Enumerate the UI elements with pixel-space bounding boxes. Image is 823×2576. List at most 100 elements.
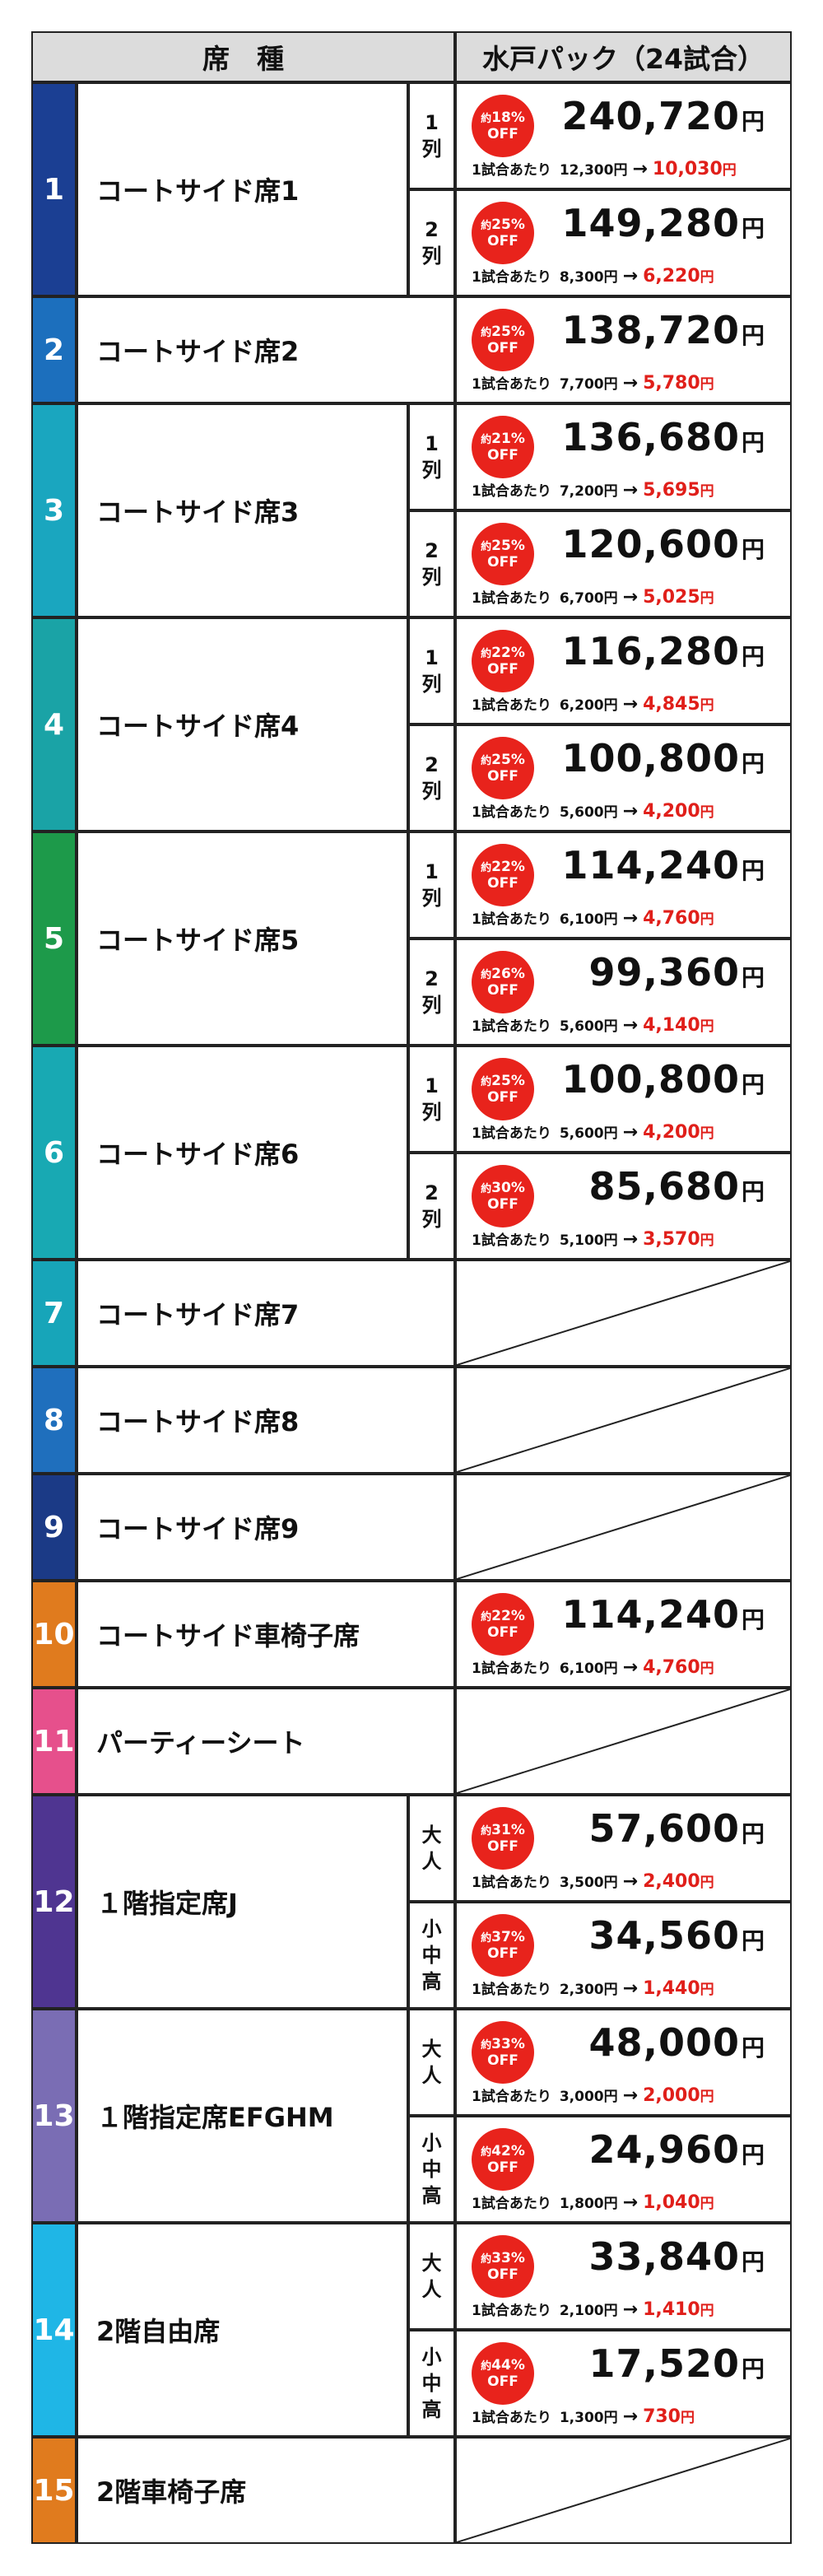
price-cell: 約22% OFF 114,240円 1試合あたり 6,100円 → 4,760円 xyxy=(455,1581,792,1688)
seat-number-1: 1 xyxy=(31,82,77,296)
percent-value: 22% xyxy=(491,858,525,875)
about-label: 約 xyxy=(481,1182,492,1195)
off-label: OFF xyxy=(487,2266,518,2283)
yen-unit: 円 xyxy=(603,2410,618,2426)
discount-badge: 約30% OFF xyxy=(472,1165,534,1227)
total-value: 17,520 xyxy=(588,2341,740,2386)
original-price: 6,100 xyxy=(559,911,604,928)
per-game-price: 1試合あたり 5,600円 → 4,140円 xyxy=(472,1014,714,1036)
yen-unit: 円 xyxy=(741,857,765,884)
about-label: 約 xyxy=(481,433,492,446)
price-cell: 約44% OFF 17,520円 1試合あたり 1,300円 → 730円 xyxy=(455,2330,792,2437)
original-price: 12,300 xyxy=(559,162,614,179)
row-type-label: 小 中 高 xyxy=(408,2330,455,2437)
yen-unit: 円 xyxy=(741,2141,765,2168)
total-value: 114,240 xyxy=(561,1592,740,1637)
off-label: OFF xyxy=(487,232,518,249)
seat-number-9: 9 xyxy=(31,1474,77,1581)
discounted-price: 5,695 xyxy=(643,480,700,501)
discounted-price: 4,760 xyxy=(643,1657,700,1678)
empty-price-cell xyxy=(455,1260,792,1367)
discounted-price: 2,400 xyxy=(643,1871,700,1892)
diagonal-slash-icon xyxy=(457,1475,790,1579)
row-type-label: 小 中 高 xyxy=(408,1902,455,2009)
discounted-price: 4,200 xyxy=(643,801,700,822)
yen-unit: 円 xyxy=(603,590,618,607)
off-label: OFF xyxy=(487,339,518,356)
total-value: 85,680 xyxy=(588,1164,740,1209)
seat-number-7: 7 xyxy=(31,1260,77,1367)
original-price: 7,200 xyxy=(559,483,604,500)
discount-badge: 約22% OFF xyxy=(472,630,534,692)
original-price: 6,700 xyxy=(559,590,604,607)
original-price: 1,800 xyxy=(559,2196,604,2212)
per-game-label: 1試合あたり xyxy=(472,376,551,393)
pack-total-price: 114,240円 xyxy=(561,843,765,887)
off-label: OFF xyxy=(487,1623,518,1641)
per-game-label: 1試合あたり xyxy=(472,2410,551,2426)
per-game-price: 1試合あたり 6,100円 → 4,760円 xyxy=(472,1656,714,1678)
pack-total-price: 17,520円 xyxy=(588,2341,765,2386)
discounted-price: 5,025 xyxy=(643,587,700,608)
discount-badge: 約42% OFF xyxy=(472,2128,534,2191)
seat-name-2: コートサイド席2 xyxy=(77,296,455,403)
original-price: 1,300 xyxy=(559,2410,604,2426)
header-seat-type: 席 種 xyxy=(31,31,455,82)
about-label: 約 xyxy=(481,1075,492,1088)
original-price: 5,600 xyxy=(559,804,604,821)
percent-value: 26% xyxy=(491,965,525,982)
off-label: OFF xyxy=(487,874,518,892)
price-cell: 約18% OFF 240,720円 1試合あたり 12,300円 → 10,030円 xyxy=(455,82,792,189)
arrow-icon: → xyxy=(632,159,648,179)
about-label: 約 xyxy=(481,2145,492,2159)
total-value: 136,680 xyxy=(561,415,740,459)
yen-unit: 円 xyxy=(741,1606,765,1633)
discount-badge: 約25% OFF xyxy=(472,202,534,264)
pack-total-price: 100,800円 xyxy=(561,736,765,780)
discount-badge: 約25% OFF xyxy=(472,737,534,799)
per-game-label: 1試合あたり xyxy=(472,1125,551,1142)
seat-number-11: 11 xyxy=(31,1688,77,1795)
row-type-label: 大 人 xyxy=(408,2223,455,2330)
discount-badge: 約18% OFF xyxy=(472,95,534,157)
original-price: 6,100 xyxy=(559,1661,604,1677)
pack-total-price: 100,800円 xyxy=(561,1057,765,1102)
discounted-price: 3,570 xyxy=(643,1229,700,1250)
yen-unit: 円 xyxy=(613,162,628,179)
total-value: 24,960 xyxy=(588,2127,740,2172)
pack-total-price: 120,600円 xyxy=(561,522,765,566)
percent-value: 42% xyxy=(491,2142,525,2159)
header-pack: 水戸パック（24試合） xyxy=(455,31,792,82)
discount-badge: 約25% OFF xyxy=(472,309,534,371)
seat-name-11: パーティーシート xyxy=(77,1688,455,1795)
pack-total-price: 136,680円 xyxy=(561,415,765,459)
per-game-price: 1試合あたり 5,600円 → 4,200円 xyxy=(472,1121,714,1143)
arrow-icon: → xyxy=(622,1657,639,1678)
percent-value: 18% xyxy=(491,109,525,126)
per-game-price: 1試合あたり 5,600円 → 4,200円 xyxy=(472,800,714,822)
price-cell: 約25% OFF 100,800円 1試合あたり 5,600円 → 4,200円 xyxy=(455,1046,792,1153)
arrow-icon: → xyxy=(622,801,639,822)
discount-percent: 約33% xyxy=(481,2251,525,2266)
yen-unit: 円 xyxy=(603,804,618,821)
original-price: 2,100 xyxy=(559,2303,604,2319)
total-value: 48,000 xyxy=(588,2020,740,2065)
seat-name-13: １階指定席EFGHM xyxy=(77,2009,408,2223)
yen-unit: 円 xyxy=(741,1071,765,1098)
arrow-icon: → xyxy=(622,2406,639,2427)
per-game-label: 1試合あたり xyxy=(472,1232,551,1249)
off-label: OFF xyxy=(487,1195,518,1213)
seat-name-10: コートサイド車椅子席 xyxy=(77,1581,455,1688)
original-price: 3,000 xyxy=(559,2089,604,2105)
seat-number-13: 13 xyxy=(31,2009,77,2223)
percent-value: 25% xyxy=(491,1072,525,1089)
price-cell: 約21% OFF 136,680円 1試合あたり 7,200円 → 5,695円 xyxy=(455,403,792,510)
price-cell: 約22% OFF 114,240円 1試合あたり 6,100円 → 4,760円 xyxy=(455,831,792,939)
discount-percent: 約21% xyxy=(481,431,525,446)
pack-total-price: 85,680円 xyxy=(588,1164,765,1209)
original-price: 5,100 xyxy=(559,1232,604,1249)
total-value: 34,560 xyxy=(588,1913,740,1958)
yen-unit: 円 xyxy=(741,1178,765,1205)
discount-percent: 約25% xyxy=(481,538,525,553)
total-value: 138,720 xyxy=(561,308,740,352)
